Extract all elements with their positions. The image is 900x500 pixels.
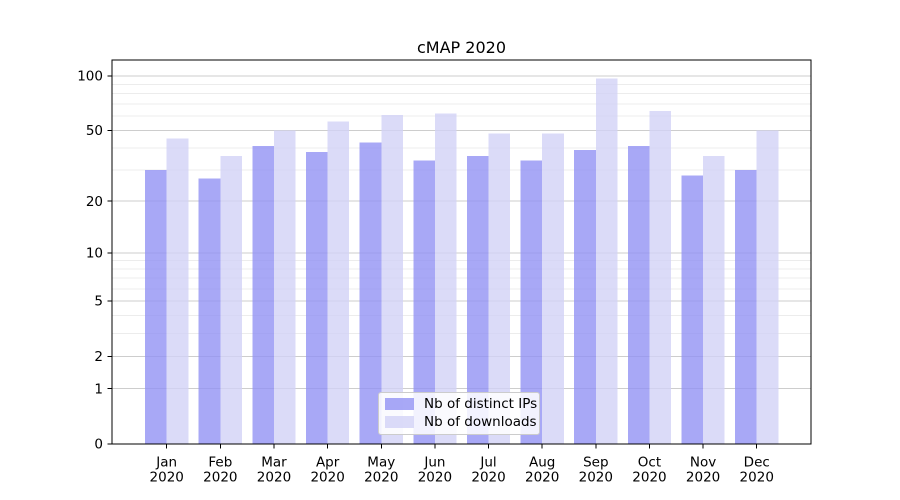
x-tick-label-year-mar: 2020 <box>257 470 291 486</box>
bar-distinct-ips-jul <box>466 156 489 444</box>
legend-label-downloads: Nb of downloads <box>424 414 537 430</box>
x-tick-label-month-aug: Aug <box>529 455 555 471</box>
bar-downloads-mar <box>273 130 296 444</box>
x-tick-label-year-jul: 2020 <box>471 470 505 486</box>
bar-distinct-ips-may <box>359 142 382 444</box>
bar-distinct-ips-sep <box>574 149 596 444</box>
x-tick-label-year-nov: 2020 <box>686 470 720 486</box>
x-tick-label-year-jun: 2020 <box>418 470 452 486</box>
bar-downloads-apr <box>327 121 350 444</box>
x-tick-label-year-apr: 2020 <box>310 470 344 486</box>
bar-distinct-ips-apr <box>306 151 328 444</box>
bar-downloads-jan <box>166 138 189 444</box>
x-tick-label-month-apr: Apr <box>316 455 340 471</box>
x-tick-label-month-jul: Jul <box>479 455 496 471</box>
x-tick-label-year-feb: 2020 <box>203 470 237 486</box>
x-tick-label-month-nov: Nov <box>690 455 716 471</box>
x-tick-label-month-may: May <box>367 455 395 471</box>
y-tick-label-100: 100 <box>77 69 103 85</box>
y-tick-label-2: 2 <box>94 349 103 365</box>
legend-swatch-downloads <box>385 416 414 428</box>
x-tick-label-month-dec: Dec <box>744 455 770 471</box>
y-tick-label-50: 50 <box>86 123 103 139</box>
y-tick-label-5: 5 <box>94 294 103 310</box>
bar-downloads-nov <box>703 156 725 444</box>
bar-distinct-ips-aug <box>520 160 543 444</box>
bar-distinct-ips-oct <box>627 145 650 444</box>
x-tick-label-month-oct: Oct <box>638 455 661 471</box>
legend-swatch-distinct-ips <box>385 398 414 410</box>
bar-distinct-ips-dec <box>735 170 757 444</box>
x-tick-label-month-feb: Feb <box>208 455 232 471</box>
x-tick-label-year-oct: 2020 <box>632 470 666 486</box>
chart-title: cMAP 2020 <box>417 38 506 57</box>
axes-spines <box>111 59 812 445</box>
x-tick-label-month-jan: Jan <box>155 455 177 471</box>
bar-downloads-dec <box>756 130 779 444</box>
x-tick-label-month-mar: Mar <box>261 455 287 471</box>
x-tick-label-year-may: 2020 <box>364 470 398 486</box>
x-tick-label-year-sep: 2020 <box>579 470 613 486</box>
legend-item-downloads: Nb of downloads <box>385 414 539 430</box>
y-tick-label-10: 10 <box>86 245 103 261</box>
bar-downloads-aug <box>542 133 564 444</box>
bar-downloads-may <box>381 114 403 445</box>
legend-item-distinct-ips: Nb of distinct IPs <box>385 396 539 412</box>
legend-label-distinct-ips: Nb of distinct IPs <box>424 396 538 412</box>
bar-downloads-sep <box>595 78 618 444</box>
y-tick-label-0: 0 <box>94 437 103 453</box>
x-tick-label-year-dec: 2020 <box>740 470 774 486</box>
bar-downloads-jul <box>488 133 511 444</box>
bar-downloads-feb <box>220 156 242 444</box>
legend: Nb of distinct IPs Nb of downloads <box>378 392 540 435</box>
bar-downloads-oct <box>649 111 672 445</box>
bar-distinct-ips-feb <box>198 178 221 444</box>
bar-distinct-ips-nov <box>681 175 704 445</box>
x-tick-label-month-sep: Sep <box>583 455 608 471</box>
x-tick-label-year-aug: 2020 <box>525 470 559 486</box>
bar-distinct-ips-mar <box>252 145 274 444</box>
x-tick-label-year-jan: 2020 <box>150 470 184 486</box>
bar-distinct-ips-jan <box>145 170 167 444</box>
x-tick-label-month-jun: Jun <box>423 455 445 471</box>
y-tick-label-20: 20 <box>86 194 103 210</box>
y-tick-label-1: 1 <box>94 381 103 397</box>
bar-downloads-jun <box>434 113 457 444</box>
bar-distinct-ips-jun <box>413 160 435 444</box>
